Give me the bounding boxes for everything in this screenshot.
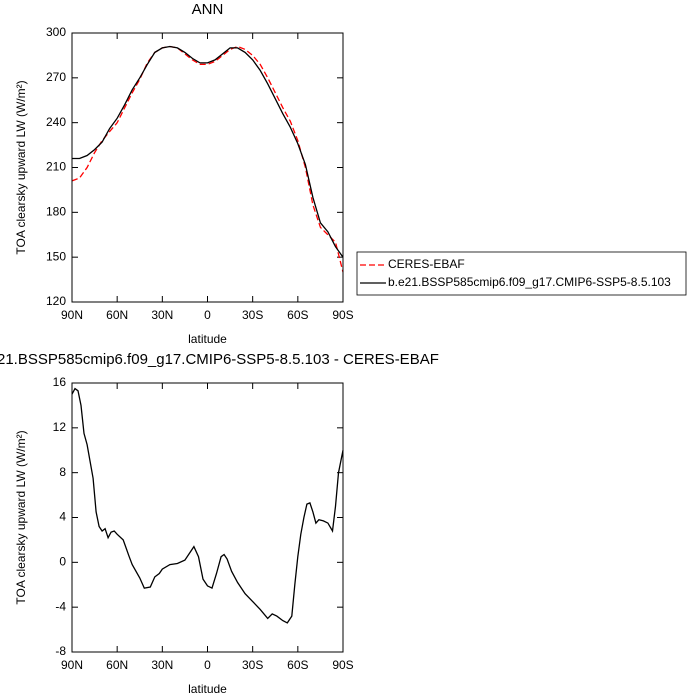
x-tick-label: 30S bbox=[242, 658, 263, 672]
chart-title: b.e21.BSSP585cmip6.f09_g17.CMIP6-SSP5-8.… bbox=[0, 351, 439, 368]
data-line bbox=[71, 45, 344, 273]
x-axis-label: latitude bbox=[188, 682, 227, 696]
x-tick-label: 60N bbox=[106, 658, 128, 672]
x-tick-label: 90S bbox=[332, 658, 353, 672]
x-tick-label: 90N bbox=[61, 308, 83, 322]
x-tick-label: 90S bbox=[332, 308, 353, 322]
y-tick-label: 150 bbox=[46, 249, 66, 263]
y-tick-label: 210 bbox=[46, 160, 66, 174]
x-tick-label: 30S bbox=[242, 308, 263, 322]
chart-title: ANN bbox=[192, 1, 224, 18]
x-tick-label: 60S bbox=[287, 308, 308, 322]
x-tick-label: 90N bbox=[61, 658, 83, 672]
y-axis-label: TOA clearsky upward LW (W/m²) bbox=[14, 430, 28, 604]
y-tick-label: 120 bbox=[46, 294, 66, 308]
y-axis-label: TOA clearsky upward LW (W/m²) bbox=[14, 80, 28, 254]
x-tick-label: 0 bbox=[204, 658, 211, 672]
y-tick-label: 0 bbox=[59, 555, 66, 569]
x-tick-label: 60S bbox=[287, 658, 308, 672]
y-tick-label: 4 bbox=[59, 510, 66, 524]
y-tick-label: -8 bbox=[55, 644, 66, 658]
legend-box bbox=[356, 251, 687, 296]
y-tick-label: 240 bbox=[46, 115, 66, 129]
data-line bbox=[72, 45, 344, 258]
x-tick-label: 30N bbox=[151, 308, 173, 322]
x-tick-label: 0 bbox=[204, 308, 211, 322]
legend-label: CERES-EBAF bbox=[388, 257, 465, 271]
y-tick-label: 180 bbox=[46, 205, 66, 219]
legend-label: b.e21.BSSP585cmip6.f09_g17.CMIP6-SSP5-8.… bbox=[388, 275, 671, 289]
y-tick-label: 300 bbox=[46, 25, 66, 39]
data-line bbox=[71, 387, 344, 624]
plot-frame bbox=[71, 32, 344, 303]
y-tick-label: 16 bbox=[53, 375, 67, 389]
x-axis-label: latitude bbox=[188, 332, 227, 346]
x-tick-label: 60N bbox=[106, 308, 128, 322]
y-tick-label: -4 bbox=[55, 599, 66, 613]
y-tick-label: 12 bbox=[53, 420, 67, 434]
plot-frame bbox=[71, 382, 344, 653]
y-tick-label: 270 bbox=[46, 70, 66, 84]
y-tick-label: 8 bbox=[59, 465, 66, 479]
x-tick-label: 30N bbox=[151, 658, 173, 672]
